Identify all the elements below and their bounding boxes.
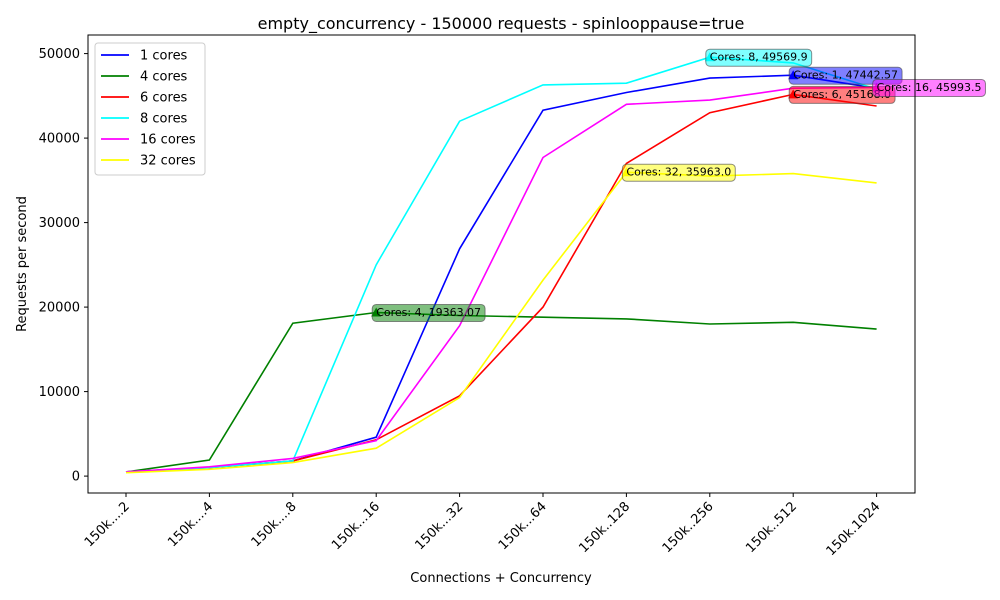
annotation-text: Cores: 1, 47442.57	[793, 69, 898, 82]
legend: 1 cores 4 cores 6 cores 8 cores 16 cores 32 c…	[94, 42, 206, 176]
legend-item-6-cores: 6 cores	[101, 91, 188, 106]
legend-label: 6 cores	[140, 91, 188, 106]
peak-annotation-8-cores: Cores: 8, 49569.9	[705, 48, 813, 67]
legend-item-16-cores: 16 cores	[101, 133, 196, 148]
annotation-box	[705, 48, 813, 67]
legend-item-32-cores: 32 cores	[101, 154, 196, 169]
peak-annotation-32-cores: Cores: 32, 35963.0	[621, 163, 736, 182]
annotation-text: Cores: 32, 35963.0	[626, 166, 731, 179]
annotation-text: Cores: 8, 49569.9	[710, 51, 808, 64]
plot-frame	[87, 34, 916, 494]
peak-annotation-4-cores: Cores: 4, 19363.07	[371, 303, 486, 322]
y-tick-label: 40000	[39, 132, 80, 147]
peak-annotation-16-cores: Cores: 16, 45993.5	[872, 78, 986, 97]
legend-label: 4 cores	[140, 70, 188, 85]
legend-label: 1 cores	[140, 49, 188, 64]
legend-label: 32 cores	[140, 154, 196, 169]
series-line-16-cores	[125, 86, 877, 473]
legend-label: 16 cores	[140, 133, 196, 148]
x-axis-label: Connections + Concurrency	[410, 571, 592, 586]
y-tick-label: 10000	[39, 385, 80, 400]
y-tick-label: 0	[72, 470, 80, 485]
annotation-box	[872, 78, 986, 97]
y-axis-label: Requests per second	[15, 196, 30, 332]
legend-item-4-cores: 4 cores	[101, 70, 188, 85]
y-tick-label: 50000	[39, 47, 80, 62]
annotation-box	[621, 163, 736, 182]
y-tick-label: 30000	[39, 216, 80, 231]
legend-label: 8 cores	[140, 112, 188, 127]
annotation-text: Cores: 6, 45168.0	[793, 88, 891, 101]
peak-annotation-6-cores: Cores: 6, 45168.0	[788, 85, 896, 104]
legend-item-1-cores: 1 cores	[101, 49, 188, 64]
annotation-text: Cores: 4, 19363.07	[376, 306, 481, 319]
peak-annotation-1-cores: Cores: 1, 47442.57	[788, 66, 903, 85]
y-tick-label: 20000	[39, 301, 80, 316]
annotation-text: Cores: 16, 45993.5	[877, 81, 982, 94]
peak-annotations: Cores: 1, 47442.57 Cores: 4, 19363.07 Core…	[371, 48, 986, 322]
annotation-box	[371, 303, 486, 322]
legend-item-8-cores: 8 cores	[101, 112, 188, 127]
series-line-4-cores	[125, 311, 877, 473]
series-line-32-cores	[125, 171, 877, 474]
chart-title: empty_concurrency - 150000 requests - sp…	[258, 14, 745, 34]
